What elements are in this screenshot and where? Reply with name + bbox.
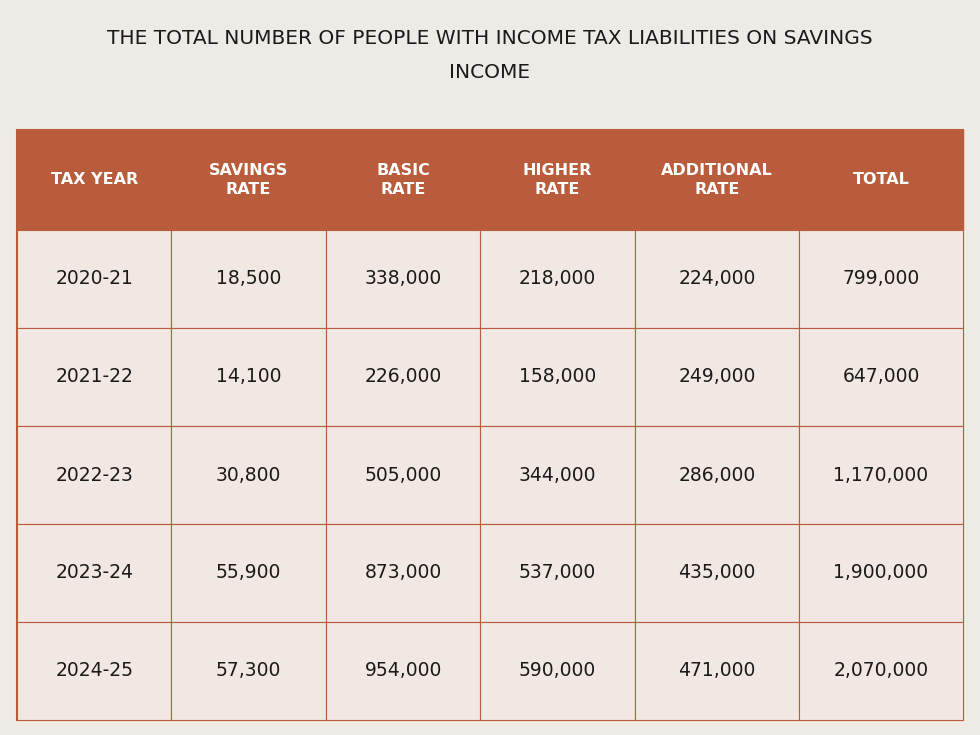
Text: THE TOTAL NUMBER OF PEOPLE WITH INCOME TAX LIABILITIES ON SAVINGS: THE TOTAL NUMBER OF PEOPLE WITH INCOME T… [107, 29, 873, 48]
Text: 505,000: 505,000 [365, 465, 442, 484]
Text: 344,000: 344,000 [518, 465, 596, 484]
Text: 590,000: 590,000 [519, 662, 596, 681]
Text: 954,000: 954,000 [365, 662, 442, 681]
Text: 57,300: 57,300 [216, 662, 281, 681]
Text: ADDITIONAL
RATE: ADDITIONAL RATE [661, 163, 772, 197]
Text: 647,000: 647,000 [842, 368, 919, 387]
Text: 30,800: 30,800 [216, 465, 281, 484]
Text: 286,000: 286,000 [678, 465, 756, 484]
Text: 158,000: 158,000 [519, 368, 596, 387]
Text: 226,000: 226,000 [365, 368, 442, 387]
Text: 249,000: 249,000 [678, 368, 756, 387]
Text: HIGHER
RATE: HIGHER RATE [523, 163, 592, 197]
Text: 55,900: 55,900 [216, 564, 281, 583]
Text: INCOME: INCOME [450, 62, 530, 82]
Text: 2022-23: 2022-23 [55, 465, 133, 484]
Text: 218,000: 218,000 [519, 270, 596, 289]
Text: 224,000: 224,000 [678, 270, 756, 289]
Text: 873,000: 873,000 [365, 564, 442, 583]
Text: TOTAL: TOTAL [853, 173, 909, 187]
Text: 18,500: 18,500 [216, 270, 281, 289]
Text: 338,000: 338,000 [365, 270, 442, 289]
Text: TAX YEAR: TAX YEAR [51, 173, 138, 187]
Text: BASIC
RATE: BASIC RATE [376, 163, 430, 197]
Text: 1,900,000: 1,900,000 [833, 564, 928, 583]
Text: 14,100: 14,100 [216, 368, 281, 387]
Text: 1,170,000: 1,170,000 [833, 465, 928, 484]
Text: 2023-24: 2023-24 [55, 564, 133, 583]
Text: 471,000: 471,000 [678, 662, 756, 681]
Text: 537,000: 537,000 [519, 564, 596, 583]
Text: 2,070,000: 2,070,000 [833, 662, 928, 681]
Text: 799,000: 799,000 [843, 270, 919, 289]
Text: 2021-22: 2021-22 [55, 368, 133, 387]
Text: 2020-21: 2020-21 [55, 270, 133, 289]
Text: 2024-25: 2024-25 [55, 662, 133, 681]
Text: 435,000: 435,000 [678, 564, 756, 583]
Text: SAVINGS
RATE: SAVINGS RATE [209, 163, 288, 197]
